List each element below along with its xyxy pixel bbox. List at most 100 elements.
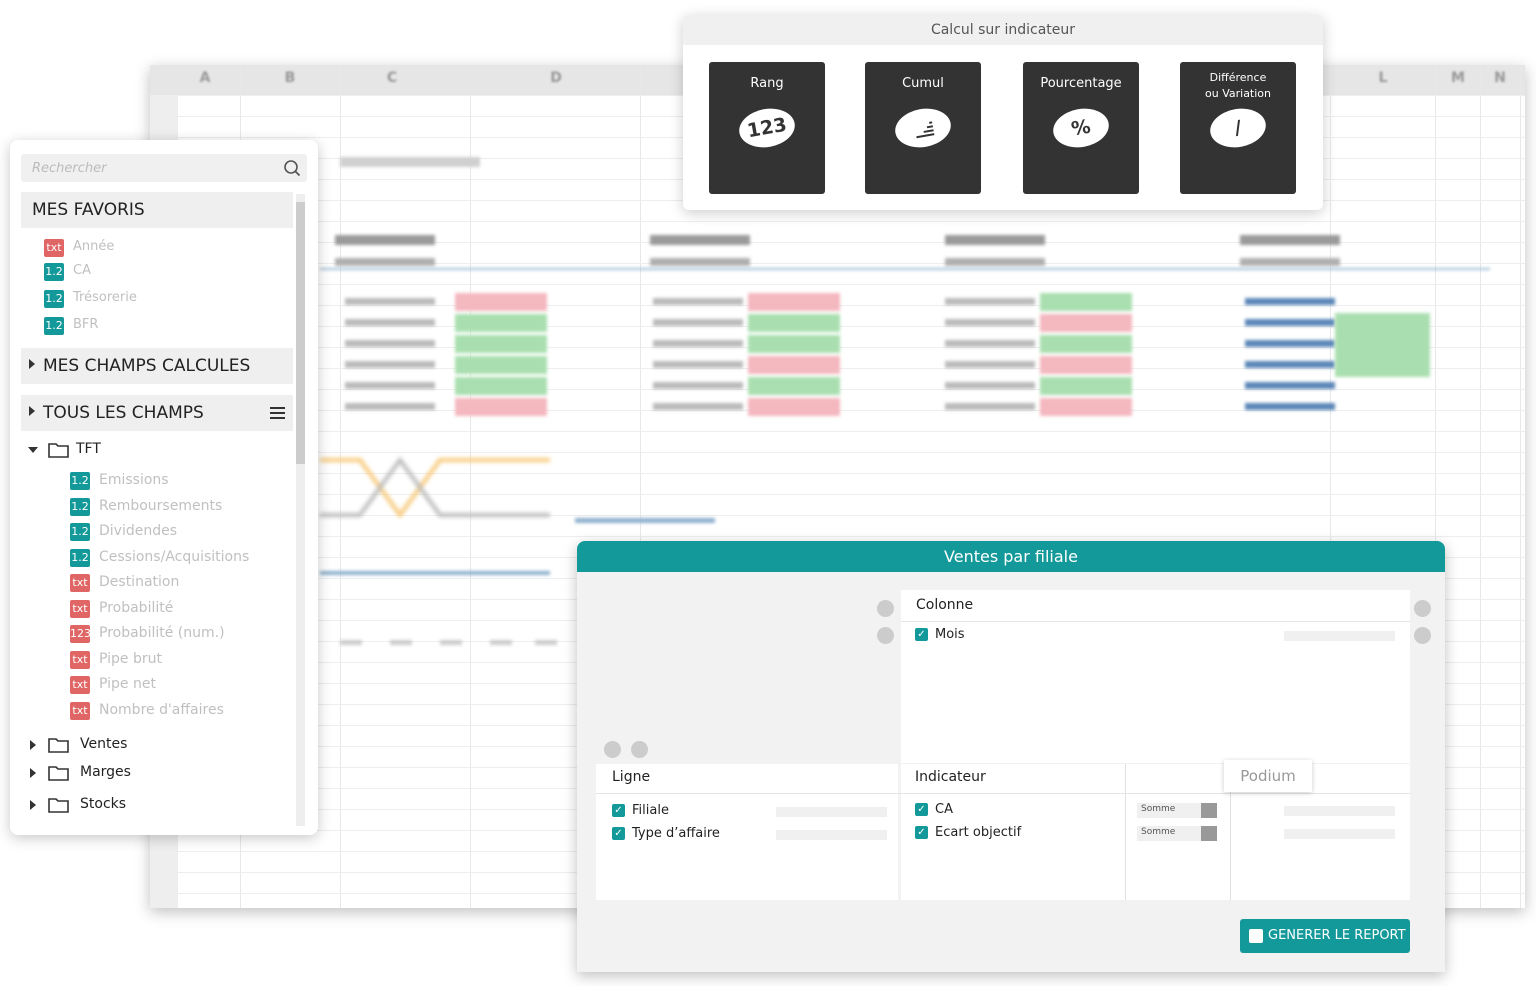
grid-row: [178, 515, 1525, 516]
checkbox[interactable]: ✓: [915, 803, 928, 816]
axis-icon[interactable]: [877, 627, 894, 644]
option-bar: [1284, 829, 1395, 839]
panel-title: Calcul sur indicateur: [930, 22, 1076, 38]
column-letter: L: [1378, 70, 1388, 86]
blurred-cell: [653, 361, 743, 368]
indicator-card[interactable]: Différence ou Variation /: [1180, 62, 1296, 194]
folder-icon: [48, 766, 69, 781]
field-badge: txt: [70, 650, 90, 669]
blurred-cell: [945, 258, 1045, 266]
grid-col: [340, 65, 341, 908]
field-label[interactable]: Probabilité (num.): [99, 625, 225, 641]
blurred-cell: [455, 293, 547, 311]
blurred-cell: [1245, 340, 1335, 347]
field-label[interactable]: Pipe brut: [99, 650, 162, 667]
divider: [1125, 764, 1126, 900]
field-label[interactable]: Cessions/Acquisitions: [99, 548, 250, 565]
blurred-cell: [345, 319, 435, 326]
blurred-cell: [1245, 382, 1335, 389]
axis-icon[interactable]: [1414, 600, 1431, 617]
indicator-card[interactable]: Rang 123: [709, 62, 825, 194]
column-letter: D: [550, 70, 562, 86]
aggregation-select[interactable]: Somme: [1137, 803, 1217, 818]
blurred-cell: [1040, 398, 1132, 416]
blurred-cell: [490, 640, 512, 645]
zone-line: [596, 793, 1410, 794]
field-label[interactable]: Emissions: [99, 472, 169, 488]
blurred-cell: [748, 377, 840, 395]
blurred-cell: [1040, 293, 1132, 311]
checkbox[interactable]: ✓: [612, 804, 625, 817]
column-letter: N: [1494, 70, 1506, 86]
section-header[interactable]: MES CHAMPS CALCULES: [21, 348, 293, 384]
axis-icon[interactable]: [877, 600, 894, 617]
blurred-cell: [653, 319, 743, 326]
blurred-cell: [945, 298, 1035, 305]
blurred-cell: [345, 340, 435, 347]
blurred-cell: [945, 361, 1035, 368]
section-header[interactable]: TOUS LES CHAMPS: [21, 395, 293, 431]
field-label[interactable]: Dividendes: [99, 523, 178, 539]
blurred-cell: [340, 640, 362, 645]
blurred-cell: [345, 298, 435, 305]
folder-arrow[interactable]: [30, 800, 36, 810]
folder-label[interactable]: TFT: [76, 441, 101, 457]
search-box[interactable]: Rechercher: [21, 154, 307, 182]
card-icon: %: [1050, 104, 1112, 152]
section-header[interactable]: MES FAVORIS: [21, 192, 293, 228]
field-label[interactable]: Année: [73, 239, 115, 254]
indicator-card[interactable]: Pourcentage%: [1023, 62, 1139, 194]
excel-icon: [1249, 929, 1263, 943]
field-label[interactable]: CA: [73, 263, 91, 278]
axis-icon[interactable]: [631, 741, 648, 758]
blurred-cell: [1240, 258, 1340, 266]
folder-arrow[interactable]: [30, 740, 36, 750]
scrollbar-thumb: [296, 202, 305, 464]
blurred-cell: [455, 335, 547, 353]
blurred-cell: [650, 258, 750, 266]
field-label[interactable]: Remboursements: [99, 497, 223, 514]
blurred-cell: [345, 361, 435, 368]
axis-icon[interactable]: [604, 741, 621, 758]
field-label[interactable]: Trésorerie: [73, 290, 137, 305]
blurred-cell: [748, 398, 840, 416]
checkbox[interactable]: ✓: [915, 628, 928, 641]
column-letter: C: [386, 70, 398, 86]
folder-arrow[interactable]: [30, 768, 36, 778]
generate-button[interactable]: GENERER LE REPORT: [1240, 919, 1410, 953]
checkbox[interactable]: ✓: [612, 827, 625, 840]
blurred-cell: [335, 235, 435, 245]
grid-row: [178, 242, 1525, 243]
folder-arrow[interactable]: [28, 447, 38, 453]
blurred-cell: [345, 403, 435, 410]
folder-label[interactable]: Stocks: [80, 796, 127, 812]
search-placeholder: Rechercher: [32, 161, 107, 176]
blurred-cell: [1245, 298, 1335, 305]
zone-title: Ligne: [612, 769, 651, 785]
indicator-card[interactable]: Cumul: [865, 62, 981, 194]
card-icon: [892, 104, 954, 152]
folder-label[interactable]: Marges: [80, 764, 131, 780]
section-title: TOUS LES CHAMPS: [43, 403, 204, 423]
checkbox[interactable]: ✓: [915, 826, 928, 839]
field-label[interactable]: Probabilité: [99, 599, 174, 616]
field-badge: txt: [70, 574, 90, 592]
blurred-cell: [653, 340, 743, 347]
field-label[interactable]: BFR: [73, 317, 99, 332]
scrollbar-track: [296, 194, 305, 826]
blurred-cell: [1240, 235, 1340, 245]
field-label[interactable]: Pipe net: [99, 676, 156, 692]
folder-label[interactable]: Ventes: [80, 736, 128, 752]
column-letter: A: [199, 70, 211, 86]
tooltip: Podium: [1224, 760, 1312, 792]
drop-zone: [901, 590, 1410, 763]
aggregation-value: Somme: [1141, 804, 1176, 814]
aggregation-select[interactable]: Somme: [1137, 826, 1217, 841]
blurred-cell: [653, 298, 743, 305]
field-label[interactable]: Destination: [99, 574, 180, 590]
axis-icon[interactable]: [1414, 627, 1431, 644]
field-label[interactable]: Nombre d'affaires: [99, 701, 224, 718]
field-badge: txt: [70, 701, 90, 720]
grid-row: [178, 326, 1525, 327]
